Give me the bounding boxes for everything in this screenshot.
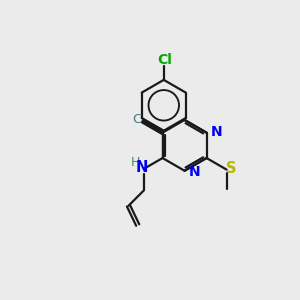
Text: H: H (131, 156, 140, 169)
Text: N: N (188, 164, 200, 178)
Text: C: C (133, 113, 142, 126)
Text: S: S (226, 161, 236, 176)
Text: N: N (210, 125, 222, 139)
Text: Cl: Cl (157, 53, 172, 67)
Text: N: N (135, 160, 148, 175)
